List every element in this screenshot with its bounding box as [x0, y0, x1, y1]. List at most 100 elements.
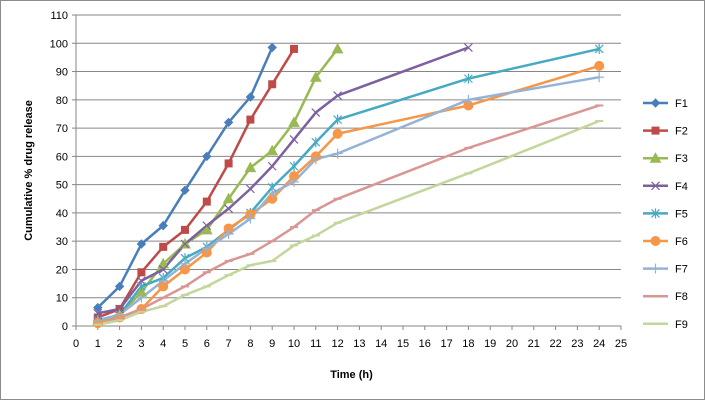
data-point-f7 — [223, 229, 234, 240]
x-tick-label: 2 — [117, 338, 123, 350]
x-tick-label: 25 — [615, 338, 627, 350]
data-point-f7 — [136, 292, 147, 303]
legend-label: F5 — [675, 208, 688, 220]
data-point-f1 — [158, 220, 168, 231]
legend-label: F2 — [675, 126, 688, 138]
data-point-f3 — [288, 116, 300, 127]
x-tick-label: 17 — [440, 338, 452, 350]
legend-item-f5: F5 — [643, 208, 688, 220]
legend-label: F9 — [675, 319, 688, 331]
axes — [72, 14, 622, 330]
data-point-f7 — [180, 258, 190, 269]
legend-label: F1 — [675, 98, 688, 110]
data-point-f5 — [333, 114, 343, 125]
data-point-f1 — [136, 239, 147, 249]
legend-item-f7: F7 — [643, 263, 688, 276]
data-point-f3 — [266, 144, 279, 156]
data-point-f4 — [289, 134, 299, 144]
x-tick-label: 10 — [288, 338, 300, 350]
data-point-f6 — [594, 60, 605, 71]
data-point-f2 — [202, 197, 211, 206]
y-tick-label: 80 — [56, 95, 68, 107]
series-line-f4 — [97, 46, 469, 315]
x-tick-label: 7 — [226, 338, 232, 350]
x-tick-label: 16 — [419, 338, 431, 350]
x-tick-label: 0 — [73, 338, 79, 350]
legend-label: F8 — [675, 291, 688, 303]
y-tick-label: 40 — [56, 208, 68, 220]
data-point-f1 — [93, 302, 103, 313]
legend-label: F4 — [675, 181, 688, 193]
legend-item-f4: F4 — [643, 181, 688, 193]
x-tick-label: 20 — [506, 338, 518, 350]
x-tick-label: 4 — [160, 338, 166, 350]
legend-item-f6: F6 — [643, 236, 688, 248]
data-point-f4 — [158, 265, 168, 274]
data-point-f7 — [245, 213, 256, 224]
y-tick-label: 60 — [56, 151, 68, 163]
x-tick-label: 11 — [310, 338, 321, 350]
data-point-f4 — [463, 43, 473, 52]
x-tick-label: 22 — [549, 338, 561, 350]
x-tick-label: 15 — [397, 338, 409, 350]
data-point-f1 — [223, 117, 234, 128]
legend-marker — [650, 98, 661, 108]
x-tick-label: 14 — [375, 338, 387, 350]
x-tick-label: 12 — [331, 338, 343, 350]
data-point-f3 — [222, 192, 235, 204]
legend-marker — [651, 208, 660, 219]
y-tick-label: 10 — [56, 293, 68, 305]
data-point-f1 — [114, 281, 125, 292]
y-tick-label: 100 — [50, 38, 68, 50]
x-tick-label: 5 — [182, 338, 188, 350]
x-tick-label: 8 — [247, 338, 253, 350]
y-tick-label: 70 — [56, 123, 68, 135]
data-point-f2 — [159, 242, 168, 251]
series-line-f6 — [97, 64, 600, 325]
data-point-f5 — [594, 43, 604, 54]
y-tick-label: 90 — [56, 67, 68, 79]
data-point-f3 — [309, 71, 322, 82]
data-point-f3 — [244, 161, 257, 173]
x-tick-label: 19 — [484, 338, 496, 350]
data-point-f7 — [158, 275, 169, 286]
legend-item-f8: F8 — [643, 291, 688, 303]
legend-item-f2: F2 — [643, 126, 688, 138]
data-point-f7 — [201, 243, 212, 254]
x-axis-title: Time (h) — [330, 369, 373, 381]
data-point-f2 — [181, 225, 189, 234]
data-point-f5 — [289, 161, 299, 172]
data-point-f3 — [331, 42, 344, 54]
legend-item-f1: F1 — [643, 98, 688, 110]
legend-marker — [650, 236, 661, 246]
data-point-f2 — [268, 80, 277, 89]
series-markers — [91, 42, 605, 329]
data-point-f1 — [267, 42, 277, 53]
series-line-f7 — [97, 75, 600, 322]
data-point-f2 — [224, 159, 233, 168]
series-lines — [96, 46, 600, 326]
legend-marker — [650, 263, 661, 274]
x-tick-label: 1 — [95, 338, 101, 350]
data-point-f4 — [93, 308, 103, 318]
series-line-f2 — [97, 48, 296, 319]
y-tick-label: 0 — [62, 321, 68, 333]
data-point-f1 — [245, 92, 256, 102]
data-point-f4 — [224, 204, 234, 214]
legend-marker — [651, 126, 660, 135]
data-point-f1 — [180, 185, 190, 195]
data-point-f4 — [245, 184, 255, 194]
x-tick-label: 18 — [462, 338, 474, 350]
data-point-f4 — [202, 221, 212, 231]
x-tick-label: 6 — [204, 338, 210, 350]
x-tick-label: 3 — [138, 338, 144, 350]
gridlines — [76, 14, 621, 299]
data-point-f7 — [463, 94, 474, 105]
data-point-f5 — [311, 137, 321, 148]
legend-label: F3 — [675, 153, 688, 165]
legend: F1 F2 F3 F4 F5 F6 F7 F8 F9 — [643, 98, 688, 331]
data-point-f7 — [289, 176, 299, 187]
data-point-f3 — [157, 257, 170, 269]
y-axis-ticks: 0 10 20 30 40 50 60 70 80 90 100 110 — [50, 10, 68, 333]
